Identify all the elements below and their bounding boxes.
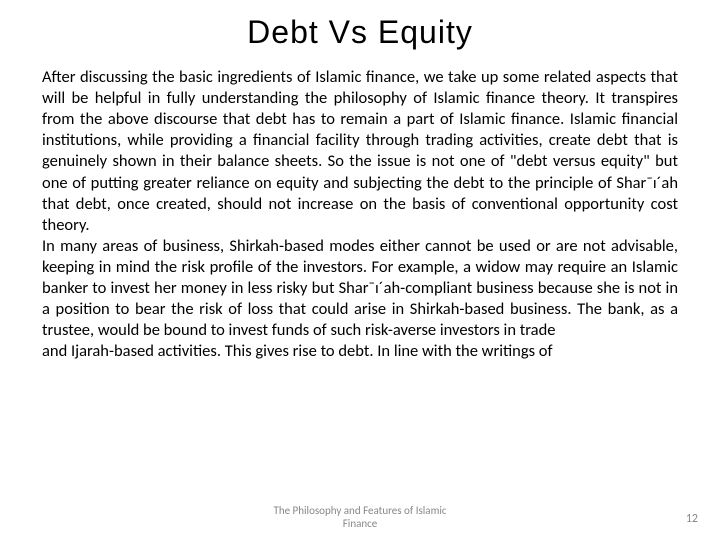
footer-line-2: Finance [0,517,720,530]
footer: The Philosophy and Features of Islamic F… [0,504,720,530]
paragraph-1: After discussing the basic ingredients o… [42,67,678,236]
slide-container: Debt Vs Equity After discussing the basi… [0,0,720,540]
footer-line-1: The Philosophy and Features of Islamic [0,504,720,517]
page-number: 12 [686,512,698,526]
body-content: After discussing the basic ingredients o… [42,67,678,363]
paragraph-2: In many areas of business, Shirkah-based… [42,236,678,342]
slide-title: Debt Vs Equity [42,14,678,51]
paragraph-3: and Ijarah-based activities. This gives … [42,341,678,362]
